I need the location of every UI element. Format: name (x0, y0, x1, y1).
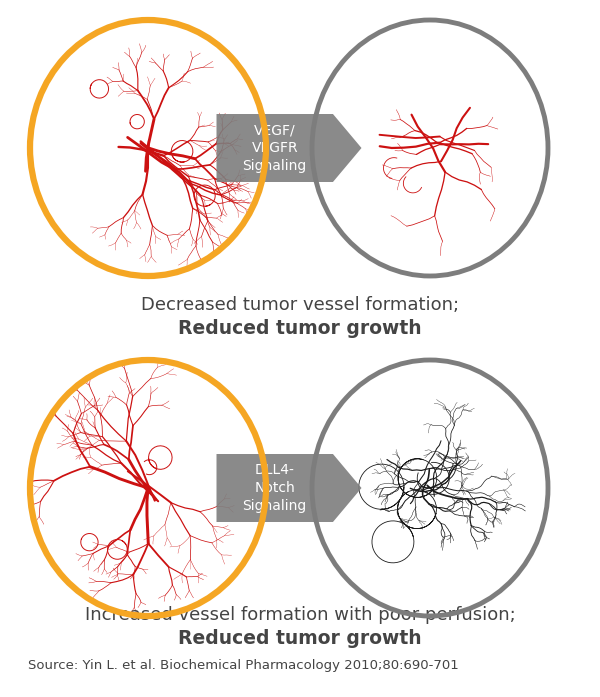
Polygon shape (217, 114, 361, 182)
Ellipse shape (312, 360, 548, 616)
Text: Reduced tumor growth: Reduced tumor growth (178, 629, 422, 648)
Ellipse shape (30, 20, 266, 276)
Text: Source: Yin L. et al. Biochemical Pharmacology 2010;80:690-701: Source: Yin L. et al. Biochemical Pharma… (28, 659, 459, 671)
Ellipse shape (30, 360, 266, 616)
Text: Reduced tumor growth: Reduced tumor growth (178, 319, 422, 339)
Text: VEGF/
VEGFR
Signaling: VEGF/ VEGFR Signaling (242, 123, 307, 173)
Text: Increased vessel formation with poor perfusion;: Increased vessel formation with poor per… (85, 606, 515, 624)
Polygon shape (217, 454, 361, 522)
Ellipse shape (312, 20, 548, 276)
Text: Decreased tumor vessel formation;: Decreased tumor vessel formation; (141, 296, 459, 314)
Text: DLL4-
Notch
Signaling: DLL4- Notch Signaling (242, 463, 307, 513)
